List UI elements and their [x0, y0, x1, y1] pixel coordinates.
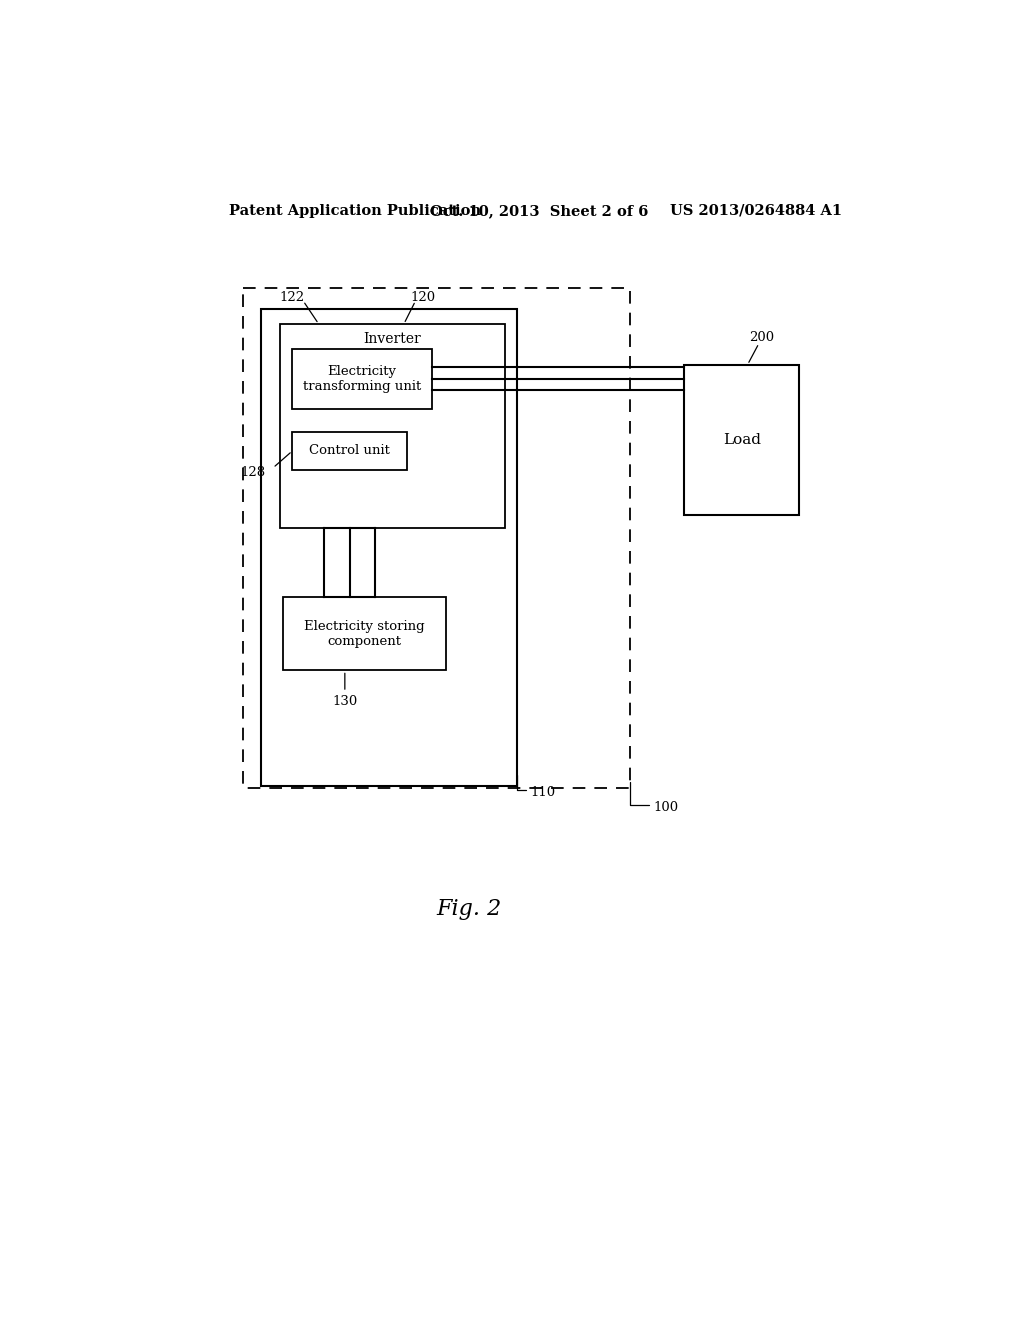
Bar	[292, 350, 432, 409]
Text: 200: 200	[749, 331, 774, 345]
Text: Control unit: Control unit	[309, 445, 390, 458]
Text: Patent Application Publication: Patent Application Publication	[228, 203, 480, 218]
Text: Fig. 2: Fig. 2	[436, 898, 502, 920]
Text: 120: 120	[411, 290, 436, 304]
Bar	[280, 323, 505, 528]
Bar	[684, 364, 799, 515]
Bar	[292, 432, 407, 470]
Text: 122: 122	[279, 290, 304, 304]
Text: 100: 100	[653, 801, 679, 814]
Text: Inverter: Inverter	[364, 333, 421, 346]
Bar	[283, 597, 445, 671]
Text: Electricity
transforming unit: Electricity transforming unit	[303, 366, 421, 393]
Text: 130: 130	[332, 694, 357, 708]
Text: Load: Load	[723, 433, 761, 447]
Text: 128: 128	[240, 466, 265, 479]
Text: Electricity storing
component: Electricity storing component	[304, 620, 425, 648]
Bar	[261, 309, 517, 785]
Text: US 2013/0264884 A1: US 2013/0264884 A1	[671, 203, 843, 218]
Bar	[243, 288, 630, 788]
Text: Oct. 10, 2013  Sheet 2 of 6: Oct. 10, 2013 Sheet 2 of 6	[430, 203, 648, 218]
Text: 110: 110	[530, 785, 555, 799]
